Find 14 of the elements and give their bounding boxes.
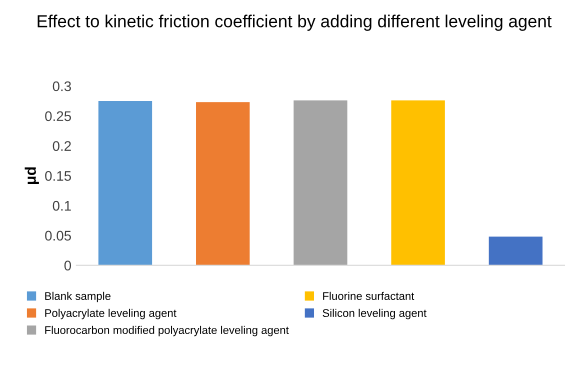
y-tick-label: 0.15 [45,171,71,181]
y-tick-label: 0.05 [45,230,71,241]
legend-label: Blank sample [45,292,111,302]
y-tick-label: 0 [64,260,72,271]
y-tick-label: 0.25 [45,111,71,122]
legend-label: Polyacrylate leveling agent [45,308,176,320]
y-tick-label: 0.3 [52,81,71,92]
legend-label: Fluorocarbon modified polyacrylate leveling agent [45,326,289,336]
y-tick-label: 0.1 [52,200,71,211]
y-tick-label: 0.2 [52,141,71,151]
legend-label: Fluorine surfactant [323,292,414,300]
legend-label: Silicon leveling agent [322,308,427,320]
y-axis-title: μd [24,167,39,184]
chart-title: Effect to kinetic friction coefficient by adding different leveling agent [38,14,552,31]
